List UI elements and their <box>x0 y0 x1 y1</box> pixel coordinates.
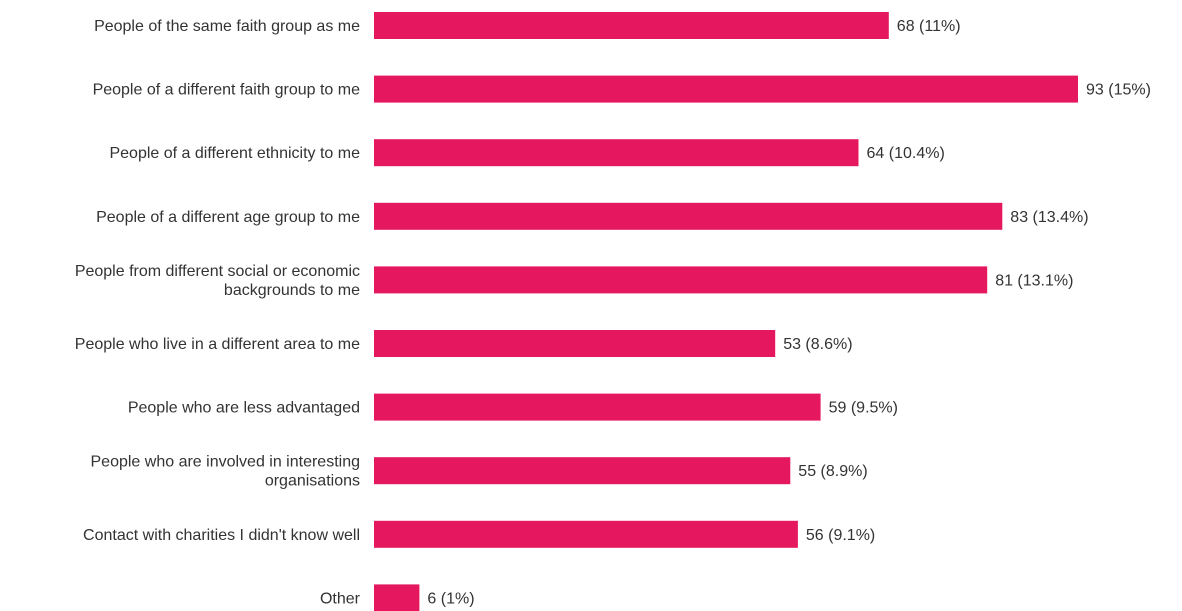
category-label-line: Contact with charities I didn't know wel… <box>83 527 360 544</box>
bar <box>374 330 776 357</box>
category-label: People who are involved in interesting or… <box>91 454 361 490</box>
bar <box>374 393 821 421</box>
category-label-line: People of a different age group to me <box>96 209 360 226</box>
value-label: 53 (8.6%) <box>783 336 852 353</box>
category-label: People who live in a different area to m… <box>75 336 360 353</box>
category-label: People from different social or economic… <box>75 263 360 299</box>
category-label: People who are less advantaged <box>128 400 360 417</box>
value-label: 59 (9.5%) <box>829 400 898 417</box>
category-label-line: People who live in a different area to m… <box>75 336 360 353</box>
category-label: Other <box>320 590 361 607</box>
bar <box>374 520 798 548</box>
bar <box>374 75 1078 103</box>
bar <box>374 139 859 167</box>
category-label-line: People of a different ethnicity to me <box>109 145 360 162</box>
bar <box>374 12 889 39</box>
bar <box>374 202 1003 230</box>
bar <box>374 584 420 611</box>
category-label-line: People from different social or economic <box>75 263 360 280</box>
category-label-line: backgrounds to me <box>224 282 360 299</box>
value-label: 56 (9.1%) <box>806 527 875 544</box>
category-label-line: People of the same faith group as me <box>94 18 360 35</box>
category-label-line: People of a different faith group to me <box>93 82 361 99</box>
value-label: 83 (13.4%) <box>1010 209 1088 226</box>
value-label: 6 (1%) <box>427 590 474 607</box>
value-label: 55 (8.9%) <box>798 463 867 480</box>
category-label: People of a different faith group to me <box>93 82 361 99</box>
category-label: People of a different ethnicity to me <box>109 145 360 162</box>
category-label: Contact with charities I didn't know wel… <box>83 527 360 544</box>
bar <box>374 457 791 485</box>
value-label: 68 (11%) <box>897 18 961 35</box>
category-label-line: People who are less advantaged <box>128 400 360 417</box>
category-label-line: Other <box>320 590 361 607</box>
category-label: People of the same faith group as me <box>94 18 360 35</box>
bar <box>374 266 988 294</box>
value-label: 93 (15%) <box>1086 82 1151 99</box>
category-label: People of a different age group to me <box>96 209 360 226</box>
category-label-line: organisations <box>265 473 360 490</box>
category-label-line: People who are involved in interesting <box>91 454 361 471</box>
value-label: 81 (13.1%) <box>995 272 1073 289</box>
value-label: 64 (10.4%) <box>867 145 945 162</box>
